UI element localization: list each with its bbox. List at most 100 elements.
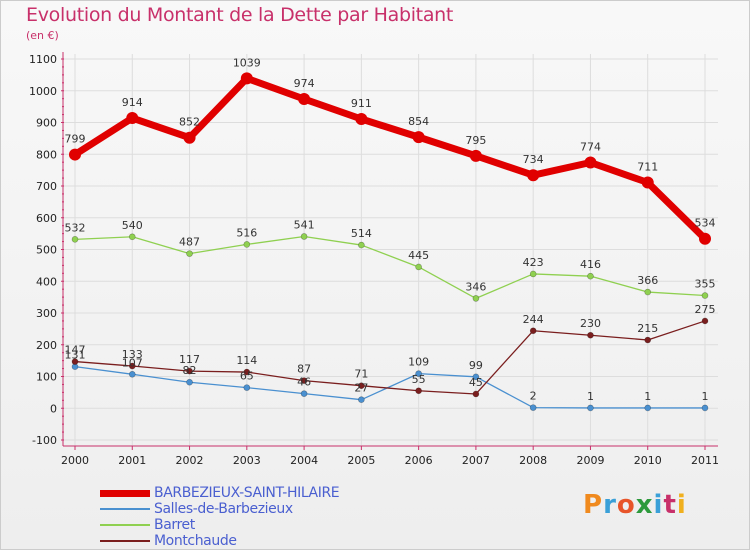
legend-item: BARBEZIEUX-SAINT-HILAIRE bbox=[100, 485, 340, 501]
data-point bbox=[71, 236, 79, 243]
data-point bbox=[472, 373, 480, 381]
x-tick-label: 2006 bbox=[405, 454, 433, 467]
data-label: 55 bbox=[412, 373, 426, 386]
x-tick-label: 2009 bbox=[576, 454, 604, 467]
y-tick-label: 900 bbox=[36, 117, 57, 130]
data-label: 275 bbox=[695, 303, 716, 316]
data-label: 27 bbox=[354, 382, 368, 395]
data-label: 109 bbox=[408, 356, 429, 369]
data-label: 774 bbox=[580, 141, 601, 154]
data-label: 215 bbox=[637, 322, 658, 335]
data-point bbox=[69, 148, 81, 161]
data-label: 71 bbox=[354, 368, 368, 381]
y-tick-label: 400 bbox=[36, 275, 57, 288]
x-tick-label: 2003 bbox=[233, 454, 261, 467]
chart-subtitle: (en €) bbox=[26, 29, 59, 42]
x-tick-label: 2004 bbox=[290, 454, 318, 467]
data-label: 46 bbox=[297, 376, 311, 389]
data-label: 45 bbox=[469, 376, 483, 389]
x-tick-label: 2002 bbox=[176, 454, 204, 467]
data-label: 852 bbox=[179, 116, 200, 129]
series-line-0 bbox=[71, 74, 709, 243]
x-tick-label: 2001 bbox=[118, 454, 146, 467]
legend-swatch bbox=[100, 508, 150, 510]
data-label: 230 bbox=[580, 317, 601, 330]
y-tick-label: 800 bbox=[36, 148, 57, 161]
y-tick-label: 200 bbox=[36, 339, 57, 352]
data-label: 541 bbox=[294, 218, 315, 231]
data-point bbox=[529, 270, 537, 278]
legend: BARBEZIEUX-SAINT-HILAIRE Salles-de-Barbez… bbox=[100, 485, 340, 549]
data-point bbox=[128, 362, 136, 370]
data-point bbox=[183, 131, 196, 144]
data-labels: 7999148521039974911854795734774711534131… bbox=[65, 56, 716, 403]
data-point bbox=[186, 378, 193, 386]
x-tick-label: 2010 bbox=[634, 454, 662, 467]
data-point bbox=[529, 327, 537, 335]
x-tick-label: 2007 bbox=[462, 454, 490, 467]
data-point bbox=[644, 404, 652, 412]
data-label: 366 bbox=[637, 274, 658, 287]
y-tick-label: 700 bbox=[36, 180, 57, 193]
data-label: 540 bbox=[122, 219, 143, 232]
legend-label: BARBEZIEUX-SAINT-HILAIRE bbox=[154, 485, 340, 501]
data-point bbox=[472, 390, 480, 398]
data-label: 711 bbox=[637, 161, 658, 174]
data-label: 346 bbox=[465, 280, 486, 293]
logo-letter: i bbox=[653, 490, 664, 520]
data-point bbox=[298, 93, 311, 106]
data-point bbox=[587, 404, 594, 412]
data-label: 445 bbox=[408, 249, 429, 262]
data-point bbox=[644, 288, 652, 296]
data-label: 487 bbox=[179, 236, 200, 249]
data-point bbox=[358, 396, 365, 403]
data-label: 1 bbox=[702, 390, 709, 403]
data-point bbox=[699, 232, 711, 245]
data-label: 974 bbox=[294, 77, 315, 90]
logo-letter: P bbox=[583, 490, 604, 520]
data-point bbox=[584, 156, 597, 169]
data-point bbox=[644, 336, 652, 344]
data-point bbox=[469, 149, 482, 162]
data-label: 87 bbox=[297, 363, 311, 376]
y-tick-label: -100 bbox=[32, 434, 57, 447]
data-point bbox=[71, 358, 79, 365]
series-line-1 bbox=[74, 366, 706, 409]
data-point bbox=[186, 250, 193, 257]
data-point bbox=[240, 72, 253, 85]
x-tick-label: 2011 bbox=[691, 454, 719, 467]
data-label: 2 bbox=[530, 390, 537, 403]
data-point bbox=[529, 404, 537, 411]
data-label: 734 bbox=[523, 153, 544, 166]
logo-letter: t bbox=[663, 490, 677, 520]
data-point bbox=[243, 384, 251, 391]
legend-label: Salles-de-Barbezieux bbox=[154, 501, 293, 517]
data-point bbox=[587, 272, 594, 280]
series-line-2 bbox=[74, 235, 706, 300]
logo-letter: o bbox=[616, 490, 636, 520]
data-point bbox=[126, 112, 139, 125]
data-point bbox=[300, 390, 308, 397]
data-label: 514 bbox=[351, 227, 372, 240]
data-point bbox=[472, 295, 480, 302]
y-tick-label: 500 bbox=[36, 244, 57, 257]
data-label: 532 bbox=[65, 221, 86, 234]
axes: -100 0 100 200 300 400 500 600 700 800 900 1000 1100… bbox=[29, 52, 719, 467]
data-point bbox=[701, 404, 709, 412]
y-tick-label: 0 bbox=[50, 402, 57, 415]
data-label: 1 bbox=[644, 390, 651, 403]
legend-swatch bbox=[100, 524, 150, 526]
data-point bbox=[243, 241, 251, 248]
data-label: 107 bbox=[122, 356, 143, 369]
data-point bbox=[415, 370, 422, 377]
legend-item: Salles-de-Barbezieux bbox=[100, 501, 339, 517]
legend-swatch bbox=[100, 489, 150, 497]
data-label: 65 bbox=[240, 370, 254, 383]
chart-title: Evolution du Montant de la Dette par Hab… bbox=[26, 4, 454, 26]
legend-label: Barret bbox=[154, 517, 195, 533]
legend-label: Montchaude bbox=[154, 533, 237, 549]
data-label: 99 bbox=[469, 359, 483, 372]
data-point bbox=[128, 370, 136, 378]
data-point bbox=[701, 317, 709, 325]
